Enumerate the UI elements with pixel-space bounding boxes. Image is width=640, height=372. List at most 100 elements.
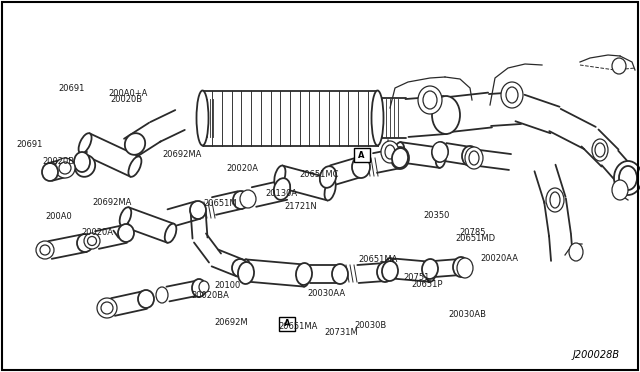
Ellipse shape — [352, 156, 370, 178]
Ellipse shape — [384, 258, 394, 278]
Ellipse shape — [612, 180, 628, 200]
Ellipse shape — [55, 158, 75, 178]
Text: 20100: 20100 — [214, 281, 241, 290]
Text: 20692M: 20692M — [214, 318, 248, 327]
Ellipse shape — [457, 258, 473, 278]
Ellipse shape — [394, 142, 404, 162]
Ellipse shape — [426, 262, 436, 282]
Text: 20020B: 20020B — [43, 157, 75, 166]
Ellipse shape — [240, 190, 256, 208]
Ellipse shape — [469, 151, 479, 165]
Ellipse shape — [595, 143, 605, 157]
Ellipse shape — [232, 259, 248, 277]
Ellipse shape — [74, 152, 90, 172]
Ellipse shape — [300, 264, 310, 286]
Ellipse shape — [382, 261, 398, 281]
Ellipse shape — [42, 163, 58, 181]
Ellipse shape — [462, 146, 478, 166]
Ellipse shape — [40, 245, 50, 255]
Ellipse shape — [550, 192, 560, 208]
Ellipse shape — [432, 96, 460, 134]
Ellipse shape — [129, 157, 141, 177]
Text: 20020A: 20020A — [81, 228, 113, 237]
Text: 20692MA: 20692MA — [163, 150, 202, 159]
Ellipse shape — [118, 224, 134, 242]
Ellipse shape — [240, 259, 250, 281]
Ellipse shape — [501, 82, 523, 108]
Text: 20020B: 20020B — [111, 95, 143, 104]
Text: 20020AA: 20020AA — [480, 254, 518, 263]
Ellipse shape — [592, 139, 608, 161]
Text: 20651MA: 20651MA — [358, 255, 397, 264]
Ellipse shape — [199, 281, 209, 293]
Ellipse shape — [392, 148, 408, 168]
Ellipse shape — [506, 87, 518, 103]
Ellipse shape — [377, 262, 393, 282]
Text: 20130A: 20130A — [266, 189, 298, 198]
Ellipse shape — [453, 257, 469, 277]
Text: 20751: 20751 — [403, 273, 429, 282]
Ellipse shape — [332, 264, 348, 284]
Text: 20651P: 20651P — [412, 280, 443, 289]
Ellipse shape — [120, 207, 131, 226]
Text: 20731M: 20731M — [324, 328, 358, 337]
Text: A: A — [284, 319, 290, 328]
Ellipse shape — [371, 90, 383, 145]
Ellipse shape — [381, 141, 399, 163]
Ellipse shape — [75, 155, 95, 177]
Ellipse shape — [125, 133, 145, 155]
Ellipse shape — [422, 259, 438, 279]
Ellipse shape — [320, 166, 336, 188]
Text: 20030AA: 20030AA — [307, 289, 346, 298]
Text: 20651MC: 20651MC — [300, 170, 339, 179]
Text: 21721N: 21721N — [284, 202, 317, 211]
Ellipse shape — [192, 279, 206, 297]
Ellipse shape — [88, 237, 97, 246]
Text: A: A — [358, 151, 365, 160]
Ellipse shape — [101, 302, 113, 314]
Ellipse shape — [84, 233, 100, 249]
Text: 20691: 20691 — [16, 140, 42, 149]
Ellipse shape — [79, 133, 92, 154]
Ellipse shape — [233, 191, 249, 209]
Ellipse shape — [324, 179, 336, 201]
Text: 20020BA: 20020BA — [191, 291, 229, 300]
Text: 20651MD: 20651MD — [456, 234, 496, 243]
Ellipse shape — [164, 224, 177, 243]
FancyBboxPatch shape — [279, 317, 295, 331]
Ellipse shape — [423, 91, 437, 109]
Ellipse shape — [432, 142, 448, 162]
Text: 20785: 20785 — [460, 228, 486, 237]
Text: 200A0: 200A0 — [45, 212, 72, 221]
Ellipse shape — [238, 262, 254, 284]
Ellipse shape — [59, 162, 71, 174]
Ellipse shape — [614, 161, 640, 195]
Text: 20030B: 20030B — [355, 321, 387, 330]
Text: 200A0+A: 200A0+A — [108, 89, 148, 97]
Text: 20651M: 20651M — [203, 199, 237, 208]
Ellipse shape — [569, 243, 583, 261]
Ellipse shape — [97, 298, 117, 318]
Text: 20692MA: 20692MA — [92, 198, 132, 207]
Ellipse shape — [275, 166, 285, 187]
Ellipse shape — [77, 234, 93, 252]
Ellipse shape — [385, 145, 395, 159]
Text: 20020A: 20020A — [227, 164, 259, 173]
Ellipse shape — [436, 148, 446, 168]
Ellipse shape — [156, 287, 168, 303]
Ellipse shape — [36, 241, 54, 259]
Ellipse shape — [196, 90, 209, 145]
Ellipse shape — [391, 147, 409, 169]
Ellipse shape — [432, 142, 448, 162]
Ellipse shape — [546, 188, 564, 212]
Ellipse shape — [296, 263, 312, 285]
Ellipse shape — [138, 290, 154, 308]
Text: 20691: 20691 — [58, 84, 85, 93]
Text: J200028B: J200028B — [573, 350, 620, 360]
Ellipse shape — [190, 201, 206, 219]
Text: 20651MA: 20651MA — [278, 322, 318, 331]
Ellipse shape — [612, 58, 626, 74]
Text: 20030AB: 20030AB — [448, 310, 486, 319]
Text: 20350: 20350 — [424, 211, 450, 219]
Ellipse shape — [465, 147, 483, 169]
